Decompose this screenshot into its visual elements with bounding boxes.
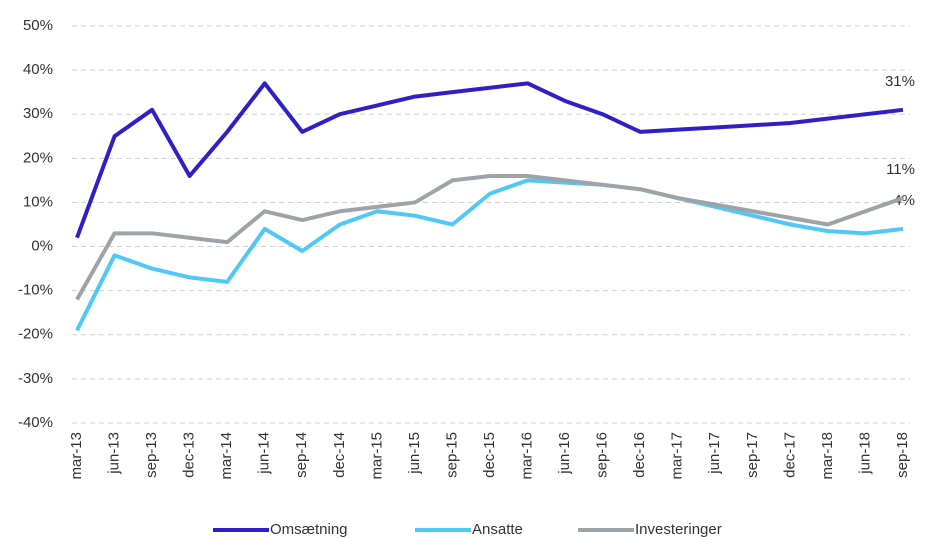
x-tick-label: sep-13 — [143, 432, 160, 478]
x-tick-label: mar-14 — [218, 432, 235, 480]
data-label: 11% — [886, 161, 915, 178]
x-tick-label: mar-17 — [669, 432, 686, 480]
y-tick-label: 0% — [31, 238, 53, 255]
y-tick-label: -10% — [18, 282, 53, 299]
y-tick-label: -30% — [18, 370, 53, 387]
x-tick-label: dec-16 — [631, 432, 648, 478]
x-tick-label: jun-18 — [856, 432, 873, 475]
x-tick-label: mar-15 — [368, 432, 385, 480]
y-tick-label: 10% — [23, 193, 53, 210]
x-tick-label: mar-13 — [68, 432, 85, 480]
y-tick-label: 20% — [23, 149, 53, 166]
x-tick-label: jun-16 — [556, 432, 573, 475]
x-tick-label: dec-13 — [181, 432, 198, 478]
x-tick-label: sep-14 — [293, 432, 310, 478]
line-series — [75, 173, 904, 301]
y-tick-label: 30% — [23, 105, 53, 122]
x-tick-label: mar-18 — [819, 432, 836, 480]
y-tick-label: -20% — [18, 326, 53, 343]
x-tick-label: sep-18 — [894, 432, 911, 478]
line-series — [75, 81, 904, 239]
x-tick-label: sep-17 — [744, 432, 761, 478]
y-tick-label: 40% — [23, 61, 53, 78]
x-tick-label: dec-14 — [331, 432, 348, 478]
x-tick-label: mar-16 — [519, 432, 536, 480]
x-tick-label: dec-17 — [781, 432, 798, 478]
x-tick-label: jun-15 — [406, 432, 423, 475]
data-label: 31% — [885, 73, 915, 90]
x-tick-label: jun-17 — [706, 432, 723, 475]
y-tick-label: -40% — [18, 414, 53, 431]
legend-label: Investeringer — [635, 521, 722, 538]
x-tick-label: sep-15 — [443, 432, 460, 478]
x-tick-label: jun-13 — [106, 432, 123, 475]
data-label: 4% — [893, 192, 915, 209]
y-tick-label: 50% — [23, 17, 53, 34]
line-series — [75, 178, 904, 332]
x-tick-label: sep-16 — [594, 432, 611, 478]
x-tick-label: dec-15 — [481, 432, 498, 478]
legend-label: Ansatte — [472, 521, 523, 538]
x-tick-label: jun-14 — [256, 432, 273, 475]
legend-label: Omsætning — [270, 521, 348, 538]
